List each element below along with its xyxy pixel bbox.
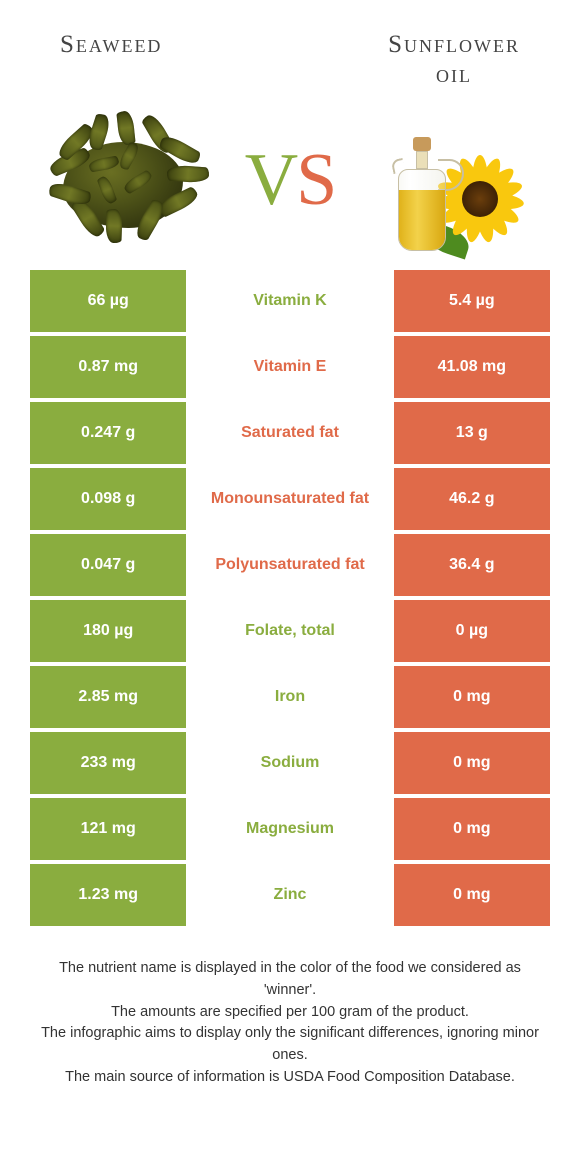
- nutrient-label: Vitamin K: [188, 270, 391, 332]
- left-value: 2.85 mg: [30, 666, 186, 728]
- left-value: 180 µg: [30, 600, 186, 662]
- footnote-line: The main source of information is USDA F…: [40, 1067, 540, 1089]
- nutrient-label: Polyunsaturated fat: [188, 534, 391, 596]
- footnote-line: The infographic aims to display only the…: [40, 1023, 540, 1067]
- table-row: 1.23 mgZinc0 mg: [30, 864, 550, 926]
- seaweed-icon: [45, 120, 205, 240]
- footnote-line: The nutrient name is displayed in the co…: [40, 958, 540, 1002]
- right-value: 0 mg: [394, 864, 550, 926]
- nutrient-label: Sodium: [188, 732, 391, 794]
- vs-row: VS: [0, 100, 580, 270]
- footnotes: The nutrient name is displayed in the co…: [40, 958, 540, 1089]
- table-row: 233 mgSodium0 mg: [30, 732, 550, 794]
- nutrient-label: Saturated fat: [188, 402, 391, 464]
- vs-v: V: [245, 139, 296, 221]
- table-row: 66 µgVitamin K5.4 µg: [30, 270, 550, 332]
- right-value: 13 g: [394, 402, 550, 464]
- table-row: 0.247 gSaturated fat13 g: [30, 402, 550, 464]
- comparison-table: 66 µgVitamin K5.4 µg0.87 mgVitamin E41.0…: [30, 270, 550, 926]
- left-food-title: Seaweed: [60, 30, 162, 60]
- nutrient-label: Iron: [188, 666, 391, 728]
- vs-label: VS: [245, 138, 336, 223]
- header: Seaweed Sunflower oil: [0, 0, 580, 100]
- left-value: 0.098 g: [30, 468, 186, 530]
- vs-s: S: [296, 139, 335, 221]
- left-food-image: [40, 110, 210, 250]
- right-value: 0 mg: [394, 666, 550, 728]
- left-value: 121 mg: [30, 798, 186, 860]
- left-value: 0.047 g: [30, 534, 186, 596]
- right-value: 5.4 µg: [394, 270, 550, 332]
- footnote-line: The amounts are specified per 100 gram o…: [40, 1002, 540, 1024]
- right-value: 0 mg: [394, 732, 550, 794]
- table-row: 0.87 mgVitamin E41.08 mg: [30, 336, 550, 398]
- right-food-image: [370, 110, 540, 250]
- left-value: 0.247 g: [30, 402, 186, 464]
- right-value: 0 µg: [394, 600, 550, 662]
- left-value: 1.23 mg: [30, 864, 186, 926]
- oil-bottle-icon: [394, 131, 450, 251]
- nutrient-label: Magnesium: [188, 798, 391, 860]
- nutrient-label: Zinc: [188, 864, 391, 926]
- sunflower-oil-icon: [380, 105, 530, 255]
- left-value: 66 µg: [30, 270, 186, 332]
- table-row: 0.098 gMonounsaturated fat46.2 g: [30, 468, 550, 530]
- right-value: 46.2 g: [394, 468, 550, 530]
- right-value: 36.4 g: [394, 534, 550, 596]
- table-row: 0.047 gPolyunsaturated fat36.4 g: [30, 534, 550, 596]
- nutrient-label: Folate, total: [188, 600, 391, 662]
- left-value: 233 mg: [30, 732, 186, 794]
- right-value: 0 mg: [394, 798, 550, 860]
- right-value: 41.08 mg: [394, 336, 550, 398]
- nutrient-label: Monounsaturated fat: [188, 468, 391, 530]
- table-row: 121 mgMagnesium0 mg: [30, 798, 550, 860]
- table-row: 180 µgFolate, total0 µg: [30, 600, 550, 662]
- table-row: 2.85 mgIron0 mg: [30, 666, 550, 728]
- right-food-title: Sunflower oil: [388, 30, 520, 90]
- left-value: 0.87 mg: [30, 336, 186, 398]
- nutrient-label: Vitamin E: [188, 336, 391, 398]
